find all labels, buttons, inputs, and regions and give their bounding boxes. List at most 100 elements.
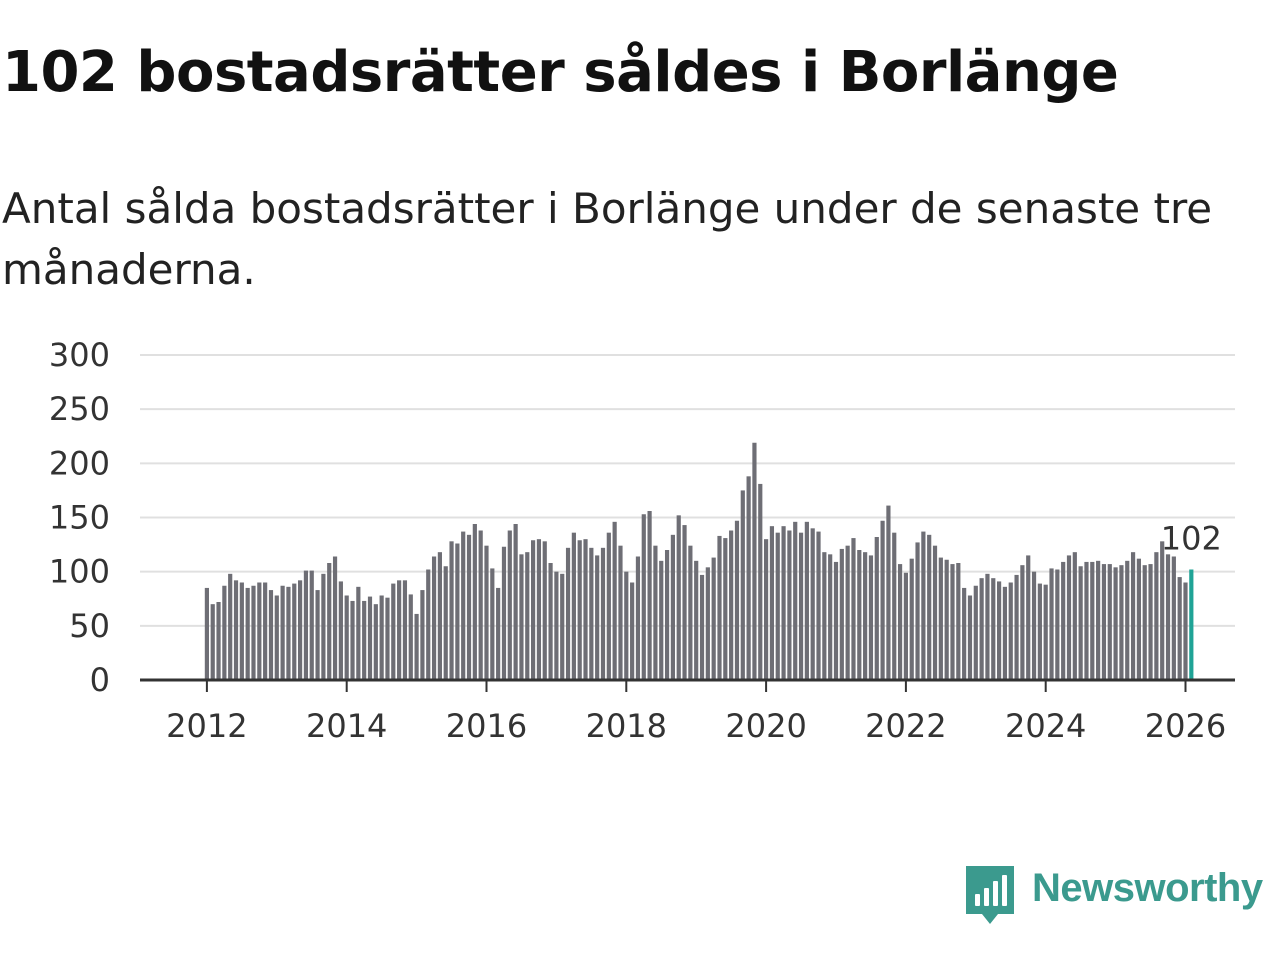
bar [635,556,641,680]
bar [659,560,664,680]
bar [437,552,442,680]
bar [1160,541,1165,680]
bar [944,559,949,680]
bar [571,532,576,680]
bar [606,532,611,680]
bar [280,585,285,680]
annotations: 102 [1161,520,1222,558]
bar [455,543,460,680]
bar [536,539,542,680]
bar [705,567,710,680]
bar [985,573,990,680]
x-tick-label: 2022 [865,707,946,745]
bar [1183,582,1188,680]
bar [216,602,221,680]
bar [764,539,769,680]
bar [711,557,716,680]
bar [845,545,850,680]
bar [746,476,751,680]
bar [292,583,297,680]
bar [385,597,390,680]
x-axis-labels: 2012 2014 2016 2018 2020 2022 2024 2026 [166,707,1226,745]
bar [257,582,262,680]
bar [798,532,804,680]
bar [997,581,1002,680]
bar [630,582,635,680]
bar [356,586,361,680]
bar [938,557,943,680]
bar [1084,561,1089,680]
bar [1096,560,1101,680]
bar [513,524,518,680]
bar [228,573,233,680]
bar [461,531,466,680]
x-axis [140,678,1235,692]
bar [1136,558,1141,680]
bar [233,580,239,680]
bar [222,585,227,680]
bar [758,483,763,680]
bar [321,573,326,680]
bar [688,545,693,680]
bar [956,563,961,680]
bar [245,587,250,680]
bar [781,526,786,680]
bar [1177,577,1182,680]
bar [921,531,926,680]
bar [443,566,448,680]
bar [239,582,244,680]
bar [490,568,495,680]
bar [804,521,809,680]
bar [303,570,309,680]
bar [927,534,932,680]
bar [1154,552,1159,680]
bar [367,596,373,680]
bar [816,531,821,680]
bar [909,558,914,680]
bar [1142,565,1147,680]
bar [560,573,565,680]
bar [1055,569,1060,680]
bar [967,595,973,680]
bar [670,534,675,680]
bars [204,442,1194,680]
bar [420,590,425,680]
bar [1072,552,1077,680]
bar [315,590,320,680]
bar [857,550,862,680]
bar [431,556,437,680]
bar [344,595,349,680]
bar [1014,574,1019,680]
bar [565,547,571,680]
bar [915,542,920,680]
bar [397,580,402,680]
bar [618,545,623,680]
bar [868,555,874,680]
x-tick-label: 2020 [725,707,806,745]
bar [740,490,745,680]
bar [525,552,530,680]
bar [682,525,687,680]
y-tick-label: 200 [49,444,110,482]
bar [496,587,501,680]
bar [251,585,256,680]
bar [699,574,705,680]
newsworthy-logo-icon [966,866,1014,924]
bar [600,547,606,680]
y-tick-label: 300 [49,336,110,374]
bar [612,521,617,680]
bar [472,524,477,680]
bar [973,585,978,680]
bar [1101,564,1107,680]
bar [484,545,489,680]
x-tick-label: 2018 [586,707,667,745]
bar [373,604,378,680]
bar [833,561,839,680]
bar [1008,582,1013,680]
bar [327,563,332,680]
bar [839,548,844,680]
bar [210,604,215,680]
bar [734,520,740,680]
bar [332,556,338,680]
bar [1002,586,1008,680]
